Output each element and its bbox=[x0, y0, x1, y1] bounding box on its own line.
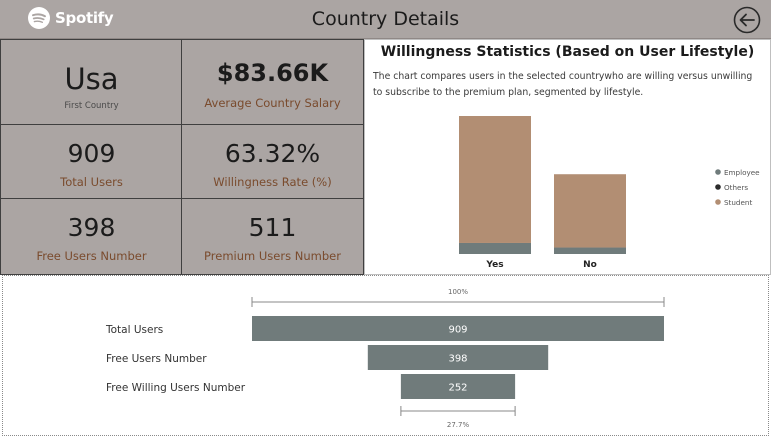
bar-segment-yes-employee[interactable] bbox=[459, 242, 531, 254]
kpi-value: $83.66K bbox=[216, 59, 329, 87]
legend-label-student: Student bbox=[724, 198, 752, 207]
willingness-chart-panel: Willingness Statistics (Based on User Li… bbox=[364, 39, 771, 275]
header-bar: Spotify Country Details bbox=[0, 0, 771, 39]
funnel-value-label: 909 bbox=[448, 325, 467, 336]
kpi-value: Usa bbox=[64, 62, 119, 96]
logo-text: Spotify bbox=[55, 9, 114, 27]
users-funnel-chart[interactable]: 100% 909 Total Users 398 Free Users Number 25… bbox=[0, 275, 771, 438]
legend-label-employee: Employee bbox=[724, 168, 760, 177]
kpi-free-users: 398 Free Users Number bbox=[0, 198, 183, 275]
funnel-top-percent: 100% bbox=[448, 288, 468, 296]
kpi-first-country: Usa First Country bbox=[0, 39, 183, 125]
funnel-value-label: 398 bbox=[448, 354, 467, 365]
kpi-label: First Country bbox=[64, 101, 119, 111]
bar-segment-no-employee[interactable] bbox=[554, 247, 626, 254]
kpi-premium-users: 511 Premium Users Number bbox=[181, 198, 364, 275]
spotify-logo: Spotify bbox=[27, 6, 114, 30]
bar-segment-yes-student[interactable] bbox=[459, 116, 531, 243]
kpi-label: Average Country Salary bbox=[204, 96, 341, 110]
funnel-value-label: 252 bbox=[448, 383, 467, 394]
back-arrow-icon[interactable] bbox=[733, 6, 761, 34]
willingness-stacked-bar-chart[interactable]: Yes No Employee Others Student bbox=[365, 40, 771, 276]
legend-marker-student bbox=[715, 199, 721, 205]
legend-marker-employee bbox=[715, 169, 721, 175]
kpi-willingness-rate: 63.32% Willingness Rate (%) bbox=[181, 124, 364, 199]
kpi-total-users: 909 Total Users bbox=[0, 124, 183, 199]
funnel-bar[interactable] bbox=[252, 316, 664, 341]
kpi-value: 63.32% bbox=[224, 139, 321, 168]
bar-segment-no-student[interactable] bbox=[554, 174, 626, 248]
funnel-category-label: Free Users Number bbox=[106, 353, 207, 365]
kpi-label: Free Users Number bbox=[36, 249, 147, 263]
kpi-value: 909 bbox=[67, 139, 116, 168]
kpi-label: Total Users bbox=[60, 175, 123, 189]
spotify-icon bbox=[28, 7, 50, 29]
legend-marker-others bbox=[715, 184, 721, 190]
funnel-bar[interactable] bbox=[367, 345, 549, 370]
funnel-bottom-percent: 27.7% bbox=[447, 421, 470, 429]
kpi-label: Willingness Rate (%) bbox=[213, 175, 332, 189]
funnel-category-label: Total Users bbox=[105, 324, 163, 336]
funnel-frame bbox=[2, 275, 769, 436]
x-tick-label-yes: Yes bbox=[485, 260, 503, 270]
kpi-value: 511 bbox=[248, 213, 297, 242]
kpi-label: Premium Users Number bbox=[204, 249, 341, 263]
page-title: Country Details bbox=[311, 8, 460, 30]
chart-title: Willingness Statistics (Based on User Li… bbox=[380, 44, 755, 60]
funnel-category-label: Free Willing Users Number bbox=[106, 382, 246, 394]
funnel-bar[interactable] bbox=[400, 374, 516, 399]
kpi-grid: Usa First Country $83.66K Average Countr… bbox=[0, 39, 364, 275]
kpi-average-salary: $83.66K Average Country Salary bbox=[181, 39, 364, 125]
x-tick-label-no: No bbox=[583, 260, 597, 270]
kpi-value: 398 bbox=[67, 213, 116, 242]
legend-label-others: Others bbox=[724, 183, 748, 192]
chart-description: The chart compares users in the selected… bbox=[373, 71, 753, 98]
